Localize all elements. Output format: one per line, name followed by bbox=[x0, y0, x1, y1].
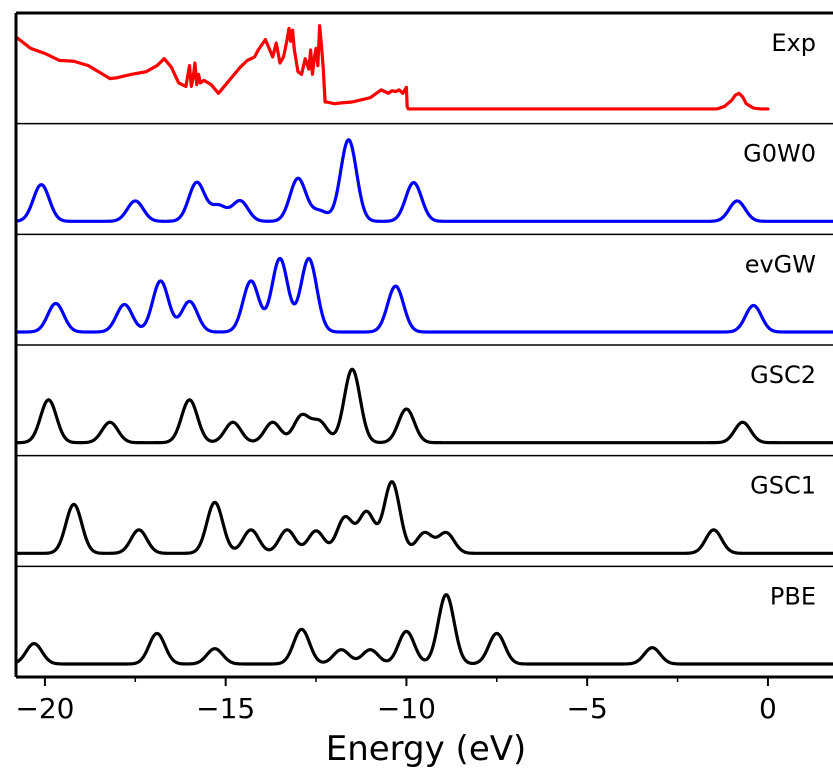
panel-label-exp: Exp bbox=[771, 29, 816, 57]
series-line-exp bbox=[14, 24, 770, 111]
x-tick-label: −5 bbox=[567, 692, 608, 725]
series-line-g0w0 bbox=[14, 138, 833, 223]
panels-group: Exp G0W0 evGW GSC2 GSC1 PBE bbox=[14, 24, 833, 666]
panel-g0w0: G0W0 bbox=[14, 138, 833, 223]
panel-gsc2: GSC2 bbox=[14, 361, 833, 445]
x-tick-label: −10 bbox=[377, 692, 436, 725]
plot-frame bbox=[14, 11, 833, 679]
panel-label-gsc2: GSC2 bbox=[750, 361, 816, 389]
panel-gsc1: GSC1 bbox=[14, 472, 833, 555]
series-line-pbe bbox=[14, 593, 833, 666]
x-axis: −20 −15 −10 −5 0 bbox=[15, 677, 777, 725]
series-line-gsc2 bbox=[14, 367, 833, 445]
panel-pbe: PBE bbox=[14, 582, 833, 666]
panel-label-pbe: PBE bbox=[770, 582, 816, 610]
x-axis-title: Energy (eV) bbox=[326, 729, 527, 769]
series-line-gsc1 bbox=[14, 480, 833, 555]
series-line-evgw bbox=[14, 256, 833, 334]
panel-exp: Exp bbox=[14, 24, 816, 111]
panel-label-gsc1: GSC1 bbox=[750, 472, 816, 500]
x-tick-label: 0 bbox=[759, 692, 777, 725]
panel-separators bbox=[16, 122, 833, 568]
panel-label-g0w0: G0W0 bbox=[743, 140, 816, 168]
panel-evgw: evGW bbox=[14, 250, 833, 334]
x-tick-label: −15 bbox=[196, 692, 255, 725]
panel-label-evgw: evGW bbox=[745, 250, 816, 278]
x-tick-label: −20 bbox=[15, 692, 74, 725]
